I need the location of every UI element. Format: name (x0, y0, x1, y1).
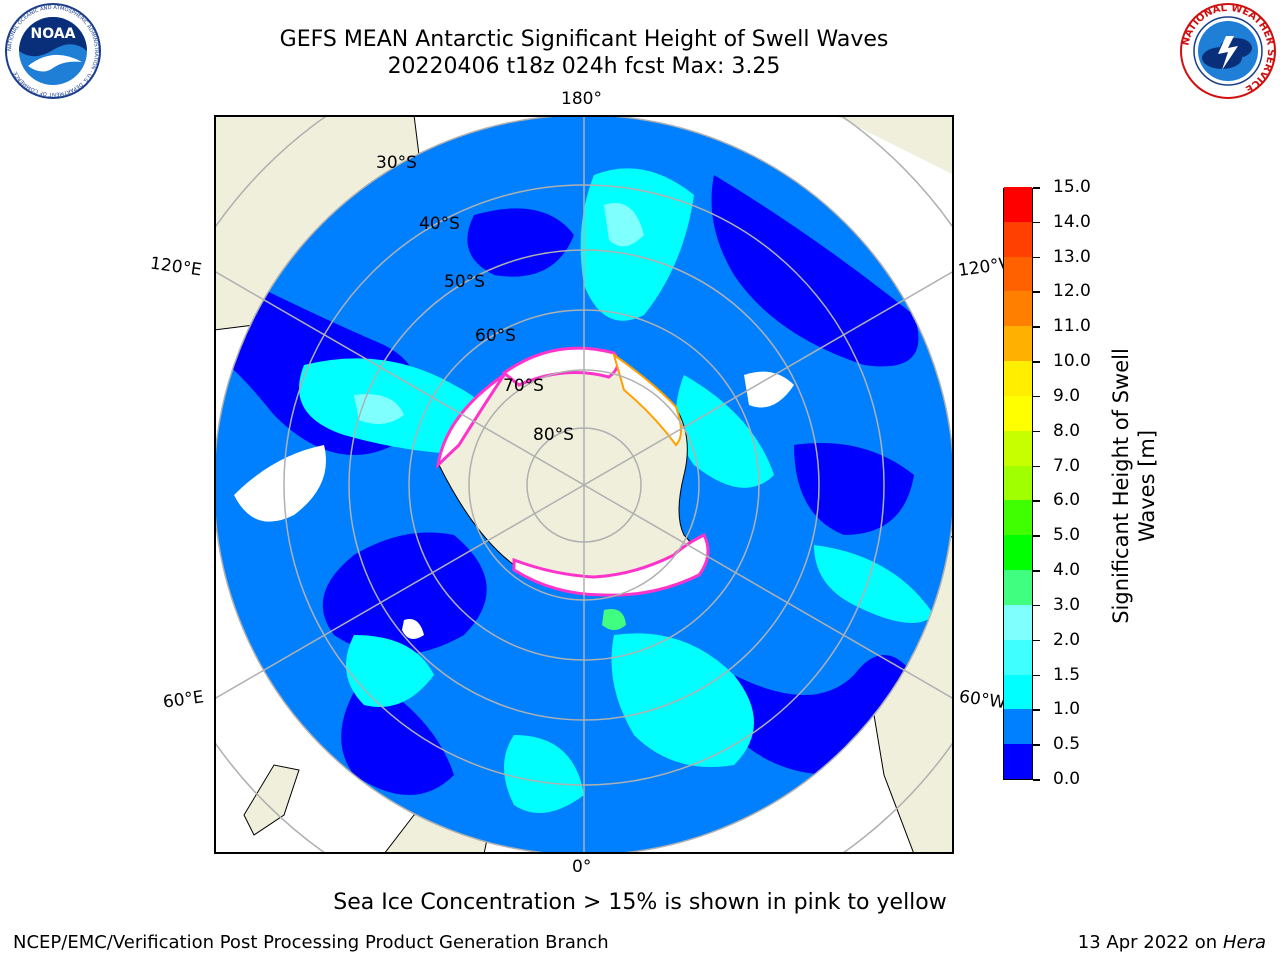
colorbar (1003, 186, 1033, 780)
colorbar-tick-label: 5.0 (1053, 525, 1081, 546)
colorbar-segment (1004, 430, 1032, 466)
colorbar-tick-label: 10.0 (1053, 351, 1091, 372)
polar-map (214, 115, 954, 854)
colorbar-tick-label: 7.0 (1053, 455, 1081, 476)
colorbar-tick-label: 1.5 (1053, 664, 1081, 685)
colorbar-tick-label: 1.0 (1053, 699, 1081, 720)
lat-label-50s: 50°S (444, 272, 485, 292)
colorbar-tick (1033, 187, 1040, 189)
colorbar-tick (1033, 291, 1040, 293)
colorbar-tick-label: 13.0 (1053, 246, 1091, 267)
colorbar-segment (1004, 290, 1032, 327)
colorbar-tick (1033, 744, 1040, 746)
noaa-logo-text: NOAA (31, 26, 76, 42)
colorbar-tick (1033, 604, 1040, 607)
colorbar-tick-label: 4.0 (1053, 560, 1081, 581)
colorbar-tick (1033, 570, 1040, 572)
colorbar-title-line2: Waves [m] (1135, 429, 1159, 543)
colorbar-segment (1004, 534, 1032, 571)
colorbar-tick (1033, 674, 1040, 677)
nws-logo: NATIONAL WEATHER SERVICE (1178, 2, 1278, 100)
colorbar-segment (1004, 186, 1032, 222)
lat-label-70s: 70°S (503, 376, 544, 396)
colorbar-tick-label: 8.0 (1053, 420, 1081, 441)
colorbar-tick (1033, 500, 1040, 502)
colorbar-tick-label: 0.5 (1053, 734, 1081, 755)
noaa-logo: NOAA NATIONAL OCEANIC AND ATMOSPHERIC AD… (2, 2, 104, 100)
colorbar-tick-label: 3.0 (1053, 594, 1081, 615)
colorbar-tick (1033, 639, 1040, 642)
colorbar-segment (1004, 674, 1032, 710)
colorbar-title-line1: Significant Height of Swell (1109, 348, 1133, 624)
colorbar-segment (1004, 639, 1032, 675)
lat-label-30s: 30°S (376, 153, 417, 173)
footer-system: Hera (1222, 932, 1266, 953)
lon-label-120e: 120°E (148, 253, 203, 281)
colorbar-tick-label: 15.0 (1053, 177, 1091, 197)
land-top-right (838, 117, 952, 174)
colorbar-title: Significant Height of Swell Waves [m] (1104, 190, 1164, 782)
colorbar-tick-label: 0.0 (1053, 769, 1081, 789)
colorbar-segment (1004, 325, 1032, 362)
colorbar-tick (1033, 709, 1040, 711)
lat-label-80s: 80°S (533, 425, 574, 445)
colorbar-segment (1004, 604, 1032, 640)
footer-date-text: 13 Apr 2022 on (1077, 932, 1223, 953)
colorbar-segment (1004, 256, 1032, 292)
graticule (216, 117, 952, 852)
chart-subtitle: 20220406 t18z 024h fcst Max: 3.25 (387, 54, 781, 79)
colorbar-tick (1033, 430, 1040, 433)
lon-label-60e: 60°E (161, 687, 206, 713)
colorbar-tick-label: 2.0 (1053, 629, 1081, 650)
colorbar-tick (1033, 361, 1040, 363)
colorbar-tick-label: 11.0 (1053, 316, 1091, 337)
lon-label-60w: 60°W (957, 686, 1008, 714)
footer-credit: NCEP/EMC/Verification Post Processing Pr… (13, 932, 609, 953)
colorbar-segment (1004, 743, 1032, 779)
colorbar-tick (1033, 221, 1040, 224)
colorbar-tick-label: 9.0 (1053, 385, 1081, 406)
colorbar-tick (1033, 779, 1040, 781)
colorbar-tick (1033, 256, 1040, 259)
colorbar-tick (1033, 465, 1040, 468)
chart-title: GEFS MEAN Antarctic Significant Height o… (279, 27, 889, 52)
lat-label-40s: 40°S (419, 214, 460, 234)
colorbar-tick-label: 14.0 (1053, 211, 1091, 232)
colorbar-segment (1004, 499, 1032, 536)
colorbar-segment (1004, 395, 1032, 431)
colorbar-segment (1004, 569, 1032, 605)
colorbar-segment (1004, 708, 1032, 745)
lon-label-180: 180° (561, 89, 602, 109)
colorbar-segment (1004, 360, 1032, 396)
colorbar-tick (1033, 395, 1040, 398)
colorbar-tick-label: 12.0 (1053, 281, 1091, 302)
colorbar-tick-label: 6.0 (1053, 490, 1081, 511)
colorbar-segment (1004, 465, 1032, 501)
ice-caption: Sea Ice Concentration > 15% is shown in … (333, 890, 947, 915)
colorbar-tick (1033, 326, 1040, 328)
colorbar-segment (1004, 221, 1032, 257)
land-madagascar (243, 764, 300, 836)
lon-label-0: 0° (572, 857, 592, 877)
lat-label-60s: 60°S (475, 326, 516, 346)
footer-date: 13 Apr 2022 on Hera (1078, 932, 1266, 953)
colorbar-tick (1033, 535, 1040, 537)
